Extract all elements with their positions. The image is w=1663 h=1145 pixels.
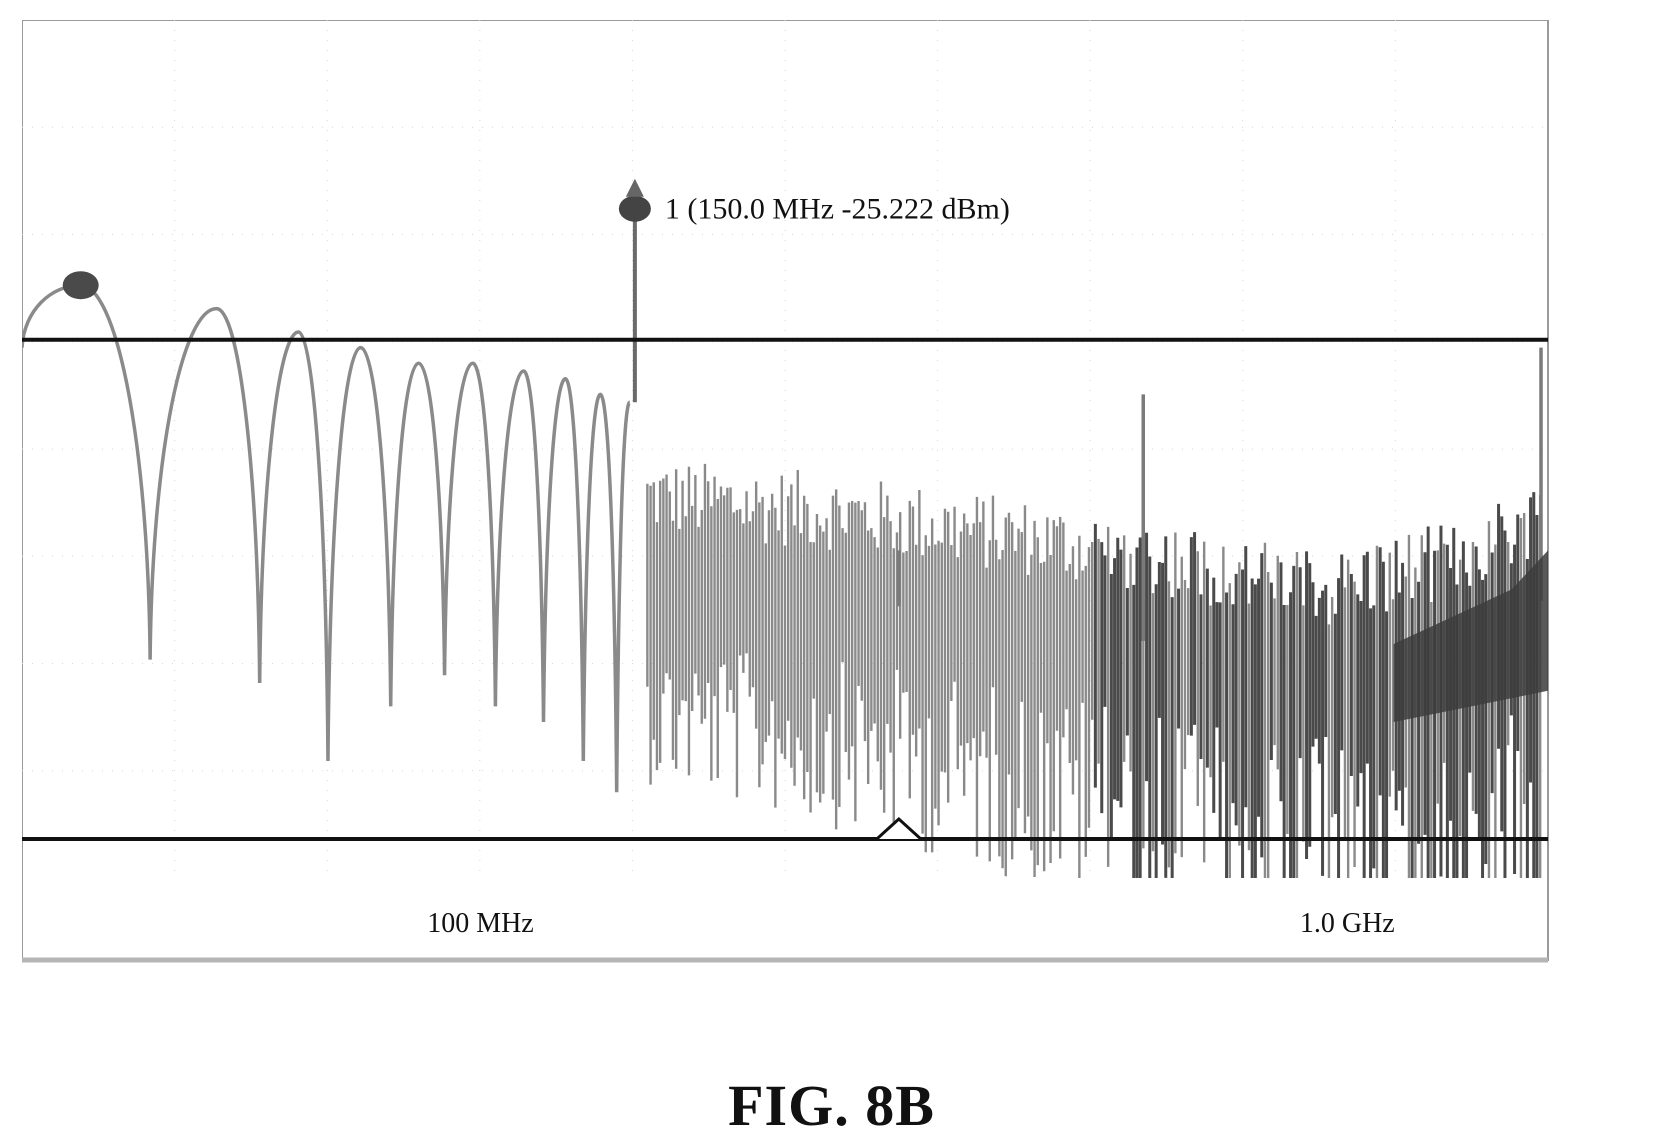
spectrum-chart-svg: 1 (150.0 MHz -25.222 dBm) 100 MHz 1.0 GHz: [22, 20, 1549, 963]
sinc-lobe-trace: [22, 283, 632, 793]
x-tick-label: 100 MHz: [427, 908, 534, 939]
marker-1-readout: 1 (150.0 MHz -25.222 dBm): [665, 193, 1010, 226]
limit-lines: [22, 337, 1548, 841]
x-axis-tick-labels: 100 MHz 1.0 GHz: [427, 908, 1395, 939]
marker-1: 1 (150.0 MHz -25.222 dBm): [618, 178, 1010, 226]
marker-1-dot: [618, 195, 651, 222]
marker-1-arrow: [625, 178, 644, 197]
reference-triangle: [875, 816, 922, 841]
spectrum-plot: 1 (150.0 MHz -25.222 dBm) 100 MHz 1.0 GHz: [22, 20, 1648, 1018]
figure-caption: FIG. 8B: [728, 1073, 935, 1138]
dense-noise-fill: [1393, 550, 1548, 722]
x-tick-label: 1.0 GHz: [1300, 908, 1395, 939]
peak-dot: [62, 271, 99, 300]
reference-level-marker: [875, 816, 922, 841]
spectrum-trace: [22, 216, 1548, 878]
